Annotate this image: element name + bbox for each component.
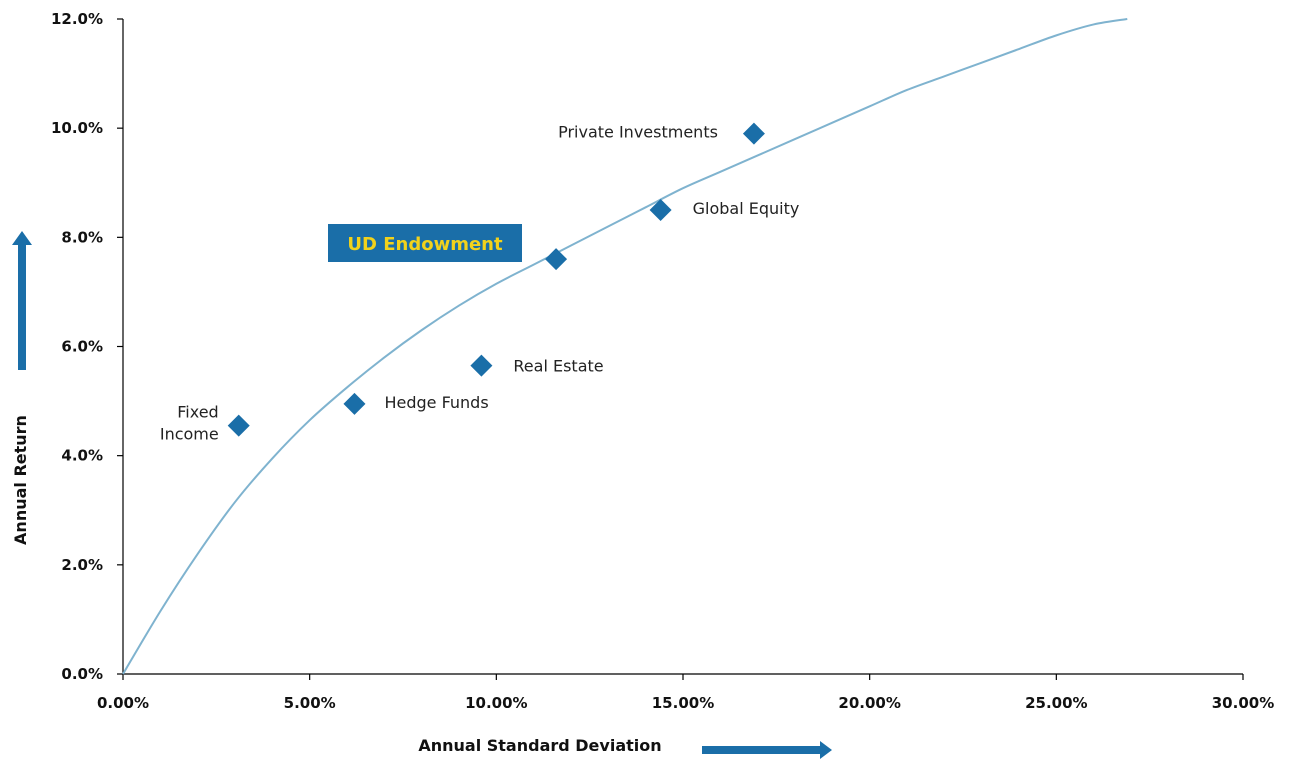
data-point-label: Income — [160, 425, 219, 444]
x-tick-label: 10.00% — [465, 694, 527, 712]
x-tick-label: 30.00% — [1212, 694, 1274, 712]
x-axis-ticks: 0.00% 5.00% 10.00% 15.00% 20.00% 25.00% 30.00% — [97, 674, 1274, 712]
x-tick-label: 15.00% — [652, 694, 714, 712]
ud-endowment-callout: UD Endowment — [328, 224, 522, 262]
x-axis-arrow-icon — [702, 741, 832, 759]
x-tick-label: 20.00% — [838, 694, 900, 712]
axes — [122, 19, 1243, 675]
callout-text: UD Endowment — [347, 234, 503, 255]
y-tick-label: 0.0% — [61, 665, 103, 683]
data-point-marker — [649, 199, 672, 222]
data-point-marker — [545, 248, 568, 271]
efficient-frontier-curve — [122, 18, 1128, 675]
data-point-label: Real Estate — [513, 357, 603, 376]
y-axis-arrow-icon — [12, 231, 32, 370]
y-axis-ticks: 0.0% 2.0% 4.0% 6.0% 8.0% 10.0% 12.0% — [51, 10, 123, 683]
data-point-label: Private Investments — [558, 123, 718, 142]
data-point-marker — [742, 122, 765, 145]
callout-background — [328, 224, 522, 262]
x-axis-title: Annual Standard Deviation — [418, 736, 661, 755]
data-point-label: Global Equity — [693, 199, 800, 218]
y-axis-title: Annual Return — [11, 415, 30, 545]
x-tick-label: 5.00% — [284, 694, 336, 712]
y-tick-label: 12.0% — [51, 10, 103, 28]
data-point-marker — [343, 392, 366, 415]
y-tick-label: 2.0% — [61, 556, 103, 574]
x-tick-label: 25.00% — [1025, 694, 1087, 712]
x-tick-label: 0.00% — [97, 694, 149, 712]
y-tick-label: 4.0% — [61, 447, 103, 465]
data-point-marker — [470, 354, 493, 377]
data-points: Fixed Income Hedge Funds Real Estate Global … — [160, 122, 800, 444]
y-tick-label: 6.0% — [61, 338, 103, 356]
data-point-label: Fixed — [177, 403, 218, 422]
data-point-marker — [227, 414, 250, 437]
data-point-label: Hedge Funds — [384, 393, 488, 412]
y-tick-label: 10.0% — [51, 119, 103, 137]
y-tick-label: 8.0% — [61, 228, 103, 246]
